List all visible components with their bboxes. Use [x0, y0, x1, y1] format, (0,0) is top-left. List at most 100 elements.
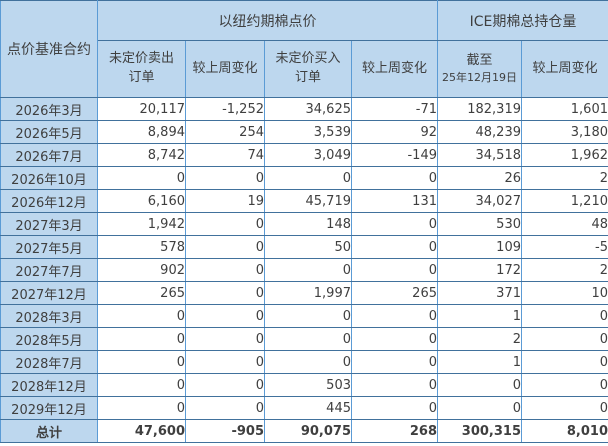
cell-value: 0	[97, 304, 186, 328]
cell-value: 445	[264, 396, 352, 420]
cell-value: 0	[351, 212, 438, 236]
cell-value: -905	[185, 419, 265, 443]
cell-value: 530	[437, 212, 522, 236]
cell-value: 0	[521, 327, 608, 351]
group-header-row: 点价基准合约 以纽约期棉点价 ICE期棉总持仓量	[0, 0, 608, 98]
cell-value: 90,075	[264, 419, 352, 443]
cell-value: 0	[351, 327, 438, 351]
cell-value: 182,319	[437, 97, 522, 121]
cell-value: 34,027	[437, 189, 522, 213]
column-header-as-of-date: 截至 25年12月19日	[437, 40, 522, 98]
cell-value: 0	[97, 373, 186, 397]
cell-value: 0	[185, 373, 265, 397]
cell-value: 371	[437, 281, 522, 305]
row-label: 2026年5月	[0, 120, 98, 144]
cell-value: 0	[521, 396, 608, 420]
cell-value: 0	[351, 258, 438, 282]
cell-value: 1,942	[97, 212, 186, 236]
cell-value: 902	[97, 258, 186, 282]
cell-value: 8,010	[521, 419, 608, 443]
cell-value: 0	[185, 396, 265, 420]
cell-value: 0	[351, 166, 438, 190]
cell-value: -71	[351, 97, 438, 121]
cell-value: 0	[351, 235, 438, 259]
cell-value: 26	[437, 166, 522, 190]
cell-value: 0	[351, 396, 438, 420]
cell-value: 0	[185, 350, 265, 374]
table-row: 2028年3月 0 0 0 0 1 0	[0, 304, 608, 328]
table-row: 2027年12月 265 0 1,997 265 371 10	[0, 281, 608, 305]
cell-value: 0	[185, 327, 265, 351]
row-label: 2028年7月	[0, 350, 98, 374]
cell-value: 2	[521, 258, 608, 282]
cell-value: 10	[521, 281, 608, 305]
total-row: 总计 47,600 -905 90,075 268 300,315 8,010	[0, 419, 608, 443]
cell-value: 0	[521, 373, 608, 397]
table-row: 2026年7月 8,742 74 3,049 -149 34,518 1,962	[0, 143, 608, 167]
cell-value: 0	[437, 373, 522, 397]
cell-value: 265	[97, 281, 186, 305]
group-header-ny-cotton-pricing: 以纽约期棉点价	[97, 0, 438, 41]
column-header-unpriced-buy-orders: 未定价买入 订单	[264, 40, 352, 98]
cell-value: 45,719	[264, 189, 352, 213]
cell-value: 300,315	[437, 419, 522, 443]
cell-value: 172	[437, 258, 522, 282]
cell-value: 34,518	[437, 143, 522, 167]
row-label: 2026年3月	[0, 97, 98, 121]
table-row: 2028年7月 0 0 0 0 1 0	[0, 350, 608, 374]
cell-value: 2	[437, 327, 522, 351]
cell-value: 0	[185, 304, 265, 328]
cell-value: 0	[351, 350, 438, 374]
cell-value: 254	[185, 120, 265, 144]
cell-value: 578	[97, 235, 186, 259]
cell-value: 0	[521, 304, 608, 328]
row-label: 2027年7月	[0, 258, 98, 282]
table-row: 2026年10月 0 0 0 0 26 2	[0, 166, 608, 190]
cell-value: 0	[97, 350, 186, 374]
row-label: 2027年3月	[0, 212, 98, 236]
cell-value: 3,539	[264, 120, 352, 144]
cell-value: 6,160	[97, 189, 186, 213]
cell-value: 20,117	[97, 97, 186, 121]
table-header: 点价基准合约 以纽约期棉点价 ICE期棉总持仓量 未定价卖出 订单 较上周变化 未定价…	[0, 0, 608, 98]
cell-value: 0	[185, 212, 265, 236]
cell-value: 8,894	[97, 120, 186, 144]
table-row: 2028年12月 0 0 503 0 0 0	[0, 373, 608, 397]
cell-value: 0	[185, 258, 265, 282]
cell-value: 0	[264, 166, 352, 190]
cell-value: 0	[351, 373, 438, 397]
cell-value: 1,997	[264, 281, 352, 305]
cell-value: 0	[185, 235, 265, 259]
row-label: 2026年7月	[0, 143, 98, 167]
table-body: 2026年3月 20,117 -1,252 34,625 -71 182,319 1,601…	[0, 97, 608, 443]
cell-value: 109	[437, 235, 522, 259]
cell-value: 0	[521, 350, 608, 374]
row-label: 2028年12月	[0, 373, 98, 397]
cell-value: 0	[264, 258, 352, 282]
cell-value: 0	[437, 396, 522, 420]
row-label: 2026年12月	[0, 189, 98, 213]
column-header-wow-change-sell: 较上周变化	[185, 40, 265, 98]
cell-value: -5	[521, 235, 608, 259]
row-label: 2027年12月	[0, 281, 98, 305]
cell-value: 1,962	[521, 143, 608, 167]
cell-value: 0	[264, 304, 352, 328]
row-label: 2028年3月	[0, 304, 98, 328]
cell-value: 0	[97, 166, 186, 190]
row-label: 2027年5月	[0, 235, 98, 259]
cell-value: 92	[351, 120, 438, 144]
cell-value: 50	[264, 235, 352, 259]
cell-value: 265	[351, 281, 438, 305]
row-label: 2026年10月	[0, 166, 98, 190]
cell-value: 0	[97, 327, 186, 351]
cell-value: 148	[264, 212, 352, 236]
table-row: 2027年7月 902 0 0 0 172 2	[0, 258, 608, 282]
cell-value: 74	[185, 143, 265, 167]
cell-value: 48,239	[437, 120, 522, 144]
cell-value: 3,049	[264, 143, 352, 167]
cell-value: 0	[185, 166, 265, 190]
cell-value: -149	[351, 143, 438, 167]
row-label: 2028年5月	[0, 327, 98, 351]
column-header-wow-change-buy: 较上周变化	[351, 40, 438, 98]
